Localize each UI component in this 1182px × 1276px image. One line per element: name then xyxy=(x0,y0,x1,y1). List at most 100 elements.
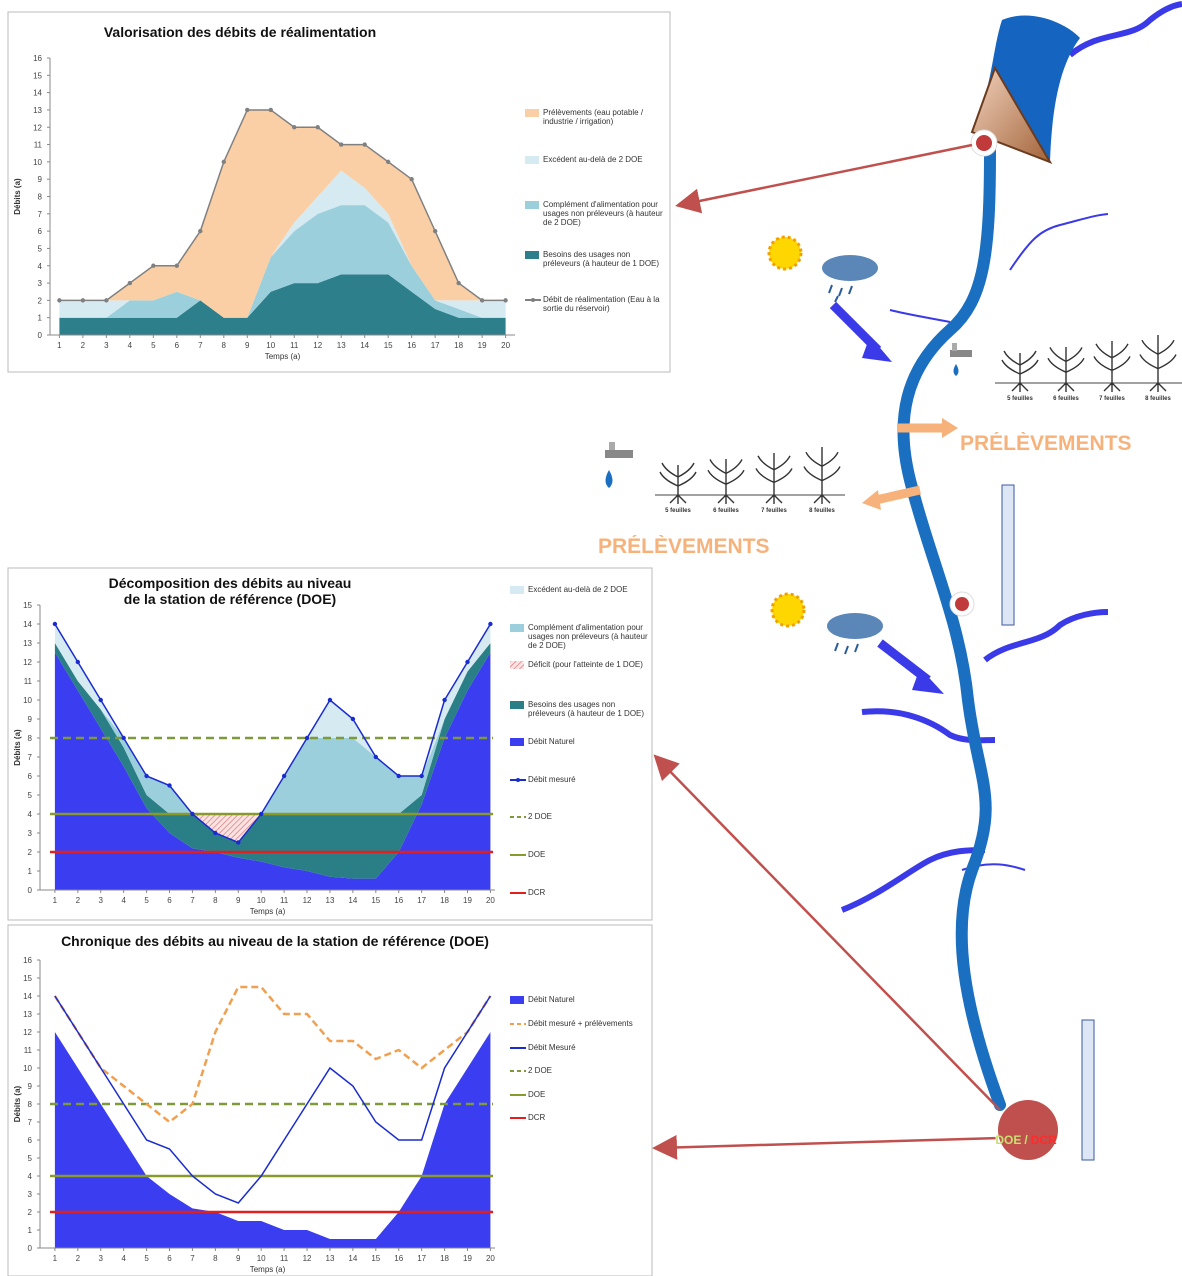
legend-label-box: Débit mesuré xyxy=(528,775,576,784)
x-tick-label: 17 xyxy=(417,896,426,905)
legend-label: Besoins des usages non préleveurs (à hau… xyxy=(528,700,645,719)
x-tick-label: 17 xyxy=(417,1254,426,1263)
y-tick-label: 7 xyxy=(28,1118,33,1127)
y-tick-label: 3 xyxy=(38,279,43,288)
point xyxy=(465,659,470,665)
x-tick-label: 10 xyxy=(266,341,275,350)
y-tick-label: 0 xyxy=(28,1244,33,1253)
x-tick-label: 9 xyxy=(245,341,250,350)
legend-label-box: 2 DOE xyxy=(528,812,552,821)
station-doe: DOE xyxy=(995,1133,1021,1147)
y-tick-label: 11 xyxy=(24,677,33,686)
y-tick-label: 8 xyxy=(28,734,33,743)
x-tick-label: 2 xyxy=(81,341,86,350)
legend-swatch xyxy=(531,298,535,302)
y-tick-label: 5 xyxy=(38,244,43,253)
y-tick-label: 4 xyxy=(38,262,43,271)
prelevements-label: PRÉLÈVEMENTS xyxy=(598,535,770,558)
x-tick-label: 12 xyxy=(303,1254,312,1263)
y-tick-label: 10 xyxy=(23,1064,32,1073)
y-tick-label: 12 xyxy=(23,658,32,667)
point xyxy=(198,228,203,234)
arrow xyxy=(652,1134,1001,1160)
legend-swatch xyxy=(525,201,539,209)
plant-label: 6 feuilles xyxy=(1053,396,1079,402)
legend-label-box: Déficit (pour l'atteinte de 1 DOE) xyxy=(528,660,643,669)
legend-swatch xyxy=(525,109,539,117)
chart-title-box: Valorisation des débits de réalimentatio… xyxy=(104,24,376,40)
y-tick-label: 1 xyxy=(28,867,33,876)
y-tick-label: 0 xyxy=(28,886,33,895)
area xyxy=(59,205,506,318)
x-tick-label: 11 xyxy=(280,896,289,905)
point xyxy=(315,125,320,130)
x-tick-label: 11 xyxy=(280,1254,289,1263)
prelevements-label: PRÉLÈVEMENTS xyxy=(960,432,1132,455)
y-tick-label: 13 xyxy=(23,1010,32,1019)
point xyxy=(456,280,461,286)
y-tick-label: 11 xyxy=(24,1046,33,1055)
legend-label: Excédent au-delà de 2 DOE xyxy=(543,155,643,164)
x-tick-label: 6 xyxy=(175,341,180,350)
y-tick-label: 6 xyxy=(38,227,43,236)
x-tick-label: 5 xyxy=(144,1254,149,1263)
plant xyxy=(1001,350,1039,392)
x-tick-label: 16 xyxy=(394,896,403,905)
legend-label-box: Besoins des usages non préleveurs (à hau… xyxy=(543,250,659,268)
legend-label: Excédent au-delà de 2 DOE xyxy=(528,585,628,594)
x-tick-label: 12 xyxy=(303,896,312,905)
legend-label: Déficit (pour l'atteinte de 1 DOE) xyxy=(528,660,643,669)
point xyxy=(327,697,333,703)
x-tick-label: 12 xyxy=(313,341,322,350)
area xyxy=(59,170,506,318)
y-tick-label: 6 xyxy=(28,772,33,781)
chart-title: Décomposition des débits au niveau de la… xyxy=(108,575,352,607)
x-tick-label: 18 xyxy=(440,896,449,905)
x-tick-label: 16 xyxy=(407,341,416,350)
x-tick-label: 9 xyxy=(236,1254,241,1263)
tributary xyxy=(1068,1,1182,58)
legend-label-box: Excédent au-delà de 2 DOE xyxy=(528,585,628,594)
plant-label: 5 feuilles xyxy=(1007,396,1033,402)
legend-swatch xyxy=(510,996,524,1004)
legend-label: Débit de réalimentation (Eau à la sortie… xyxy=(543,295,660,314)
y-tick-label: 9 xyxy=(28,715,33,724)
y-tick-label: 16 xyxy=(23,956,32,965)
legend-label: DCR xyxy=(528,1113,546,1122)
point xyxy=(121,735,126,741)
x-tick-label: 8 xyxy=(213,1254,218,1263)
tap xyxy=(950,343,972,376)
y-tick-label: 12 xyxy=(33,123,42,132)
chart-title-box: Décomposition des débits au niveau de la… xyxy=(108,575,352,607)
y-tick-label: 4 xyxy=(28,1172,33,1181)
point xyxy=(258,811,264,817)
arrow-head xyxy=(912,668,944,694)
legend-label-box: Complément d'alimentation pour usages no… xyxy=(528,623,648,650)
rain xyxy=(834,642,859,655)
sun xyxy=(767,235,803,271)
point xyxy=(80,298,86,303)
point xyxy=(373,754,379,760)
legend-label: Débit mesuré xyxy=(528,775,576,784)
x-tick-label: 18 xyxy=(454,341,463,350)
x-tick-label: 13 xyxy=(326,896,335,905)
y-tick-label: 13 xyxy=(33,106,42,115)
y-tick-label: 8 xyxy=(28,1100,33,1109)
cloud xyxy=(827,613,883,639)
y-tick-label: 15 xyxy=(23,601,32,610)
point xyxy=(213,830,218,836)
x-tick-label: 19 xyxy=(463,1254,472,1263)
plant xyxy=(1139,335,1177,392)
point xyxy=(245,107,250,113)
legend-swatch xyxy=(510,586,524,594)
legend-label: 2 DOE xyxy=(528,1066,553,1075)
plant xyxy=(1047,347,1085,392)
x-tick-label: 5 xyxy=(144,896,149,905)
y-tick-label: 15 xyxy=(33,71,42,80)
point xyxy=(479,298,485,303)
river-diagram xyxy=(605,1,1182,1165)
legend-label-box: Débit Mesuré xyxy=(528,1043,576,1052)
plants xyxy=(659,335,1177,504)
x-tick-label: 10 xyxy=(257,896,266,905)
legend-label-box: DOE xyxy=(528,1090,545,1099)
